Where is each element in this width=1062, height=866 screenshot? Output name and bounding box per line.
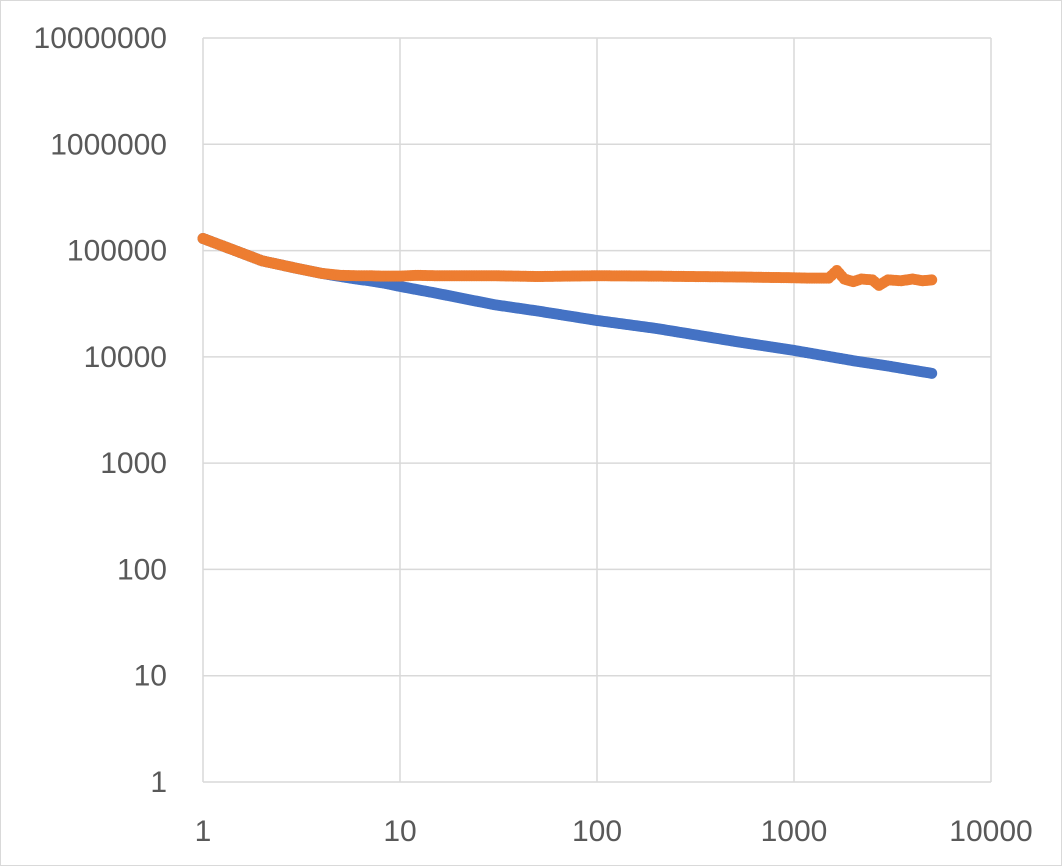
data-point	[823, 272, 835, 284]
data-point	[788, 344, 800, 356]
data-point	[907, 273, 919, 285]
data-point	[895, 275, 907, 287]
data-point	[488, 270, 500, 282]
data-point	[532, 305, 544, 317]
y-tick-label: 10000000	[34, 22, 167, 55]
y-tick-label: 1000000	[50, 128, 167, 161]
y-tick-label: 100	[117, 553, 167, 586]
data-point	[873, 279, 885, 291]
data-point	[197, 232, 209, 244]
series-layer	[197, 232, 938, 379]
data-point	[363, 270, 375, 282]
data-point	[591, 314, 603, 326]
data-point	[256, 255, 268, 267]
data-point	[729, 271, 741, 283]
data-point	[788, 272, 800, 284]
data-point	[291, 262, 303, 274]
data-point	[882, 360, 894, 372]
data-point	[838, 273, 850, 285]
data-point	[591, 270, 603, 282]
series-2	[197, 232, 938, 291]
data-point	[453, 292, 465, 304]
data-point	[532, 271, 544, 283]
data-point	[429, 270, 441, 282]
data-point	[882, 274, 894, 286]
y-tick-label: 1000	[100, 447, 167, 480]
data-point	[847, 355, 859, 367]
data-point	[429, 287, 441, 299]
data-point	[410, 269, 422, 281]
data-point	[488, 299, 500, 311]
data-point	[650, 270, 662, 282]
data-point	[385, 278, 397, 290]
data-point	[650, 322, 662, 334]
x-tick-label: 10000	[949, 815, 1032, 848]
x-tick-label: 10	[383, 815, 416, 848]
data-point	[926, 274, 938, 286]
data-point	[917, 275, 929, 287]
x-tick-label: 1000	[761, 815, 828, 848]
x-tick-label: 100	[572, 815, 622, 848]
data-point	[350, 270, 362, 282]
data-point	[316, 267, 328, 279]
data-point	[907, 364, 919, 376]
x-axis: 1 10 100 1000 10000	[195, 815, 1033, 848]
data-point	[335, 269, 347, 281]
y-tick-label: 1	[150, 766, 167, 799]
y-axis: 1 10 100 1000 10000 100000 1000000 10000000	[34, 22, 167, 799]
data-point	[855, 273, 867, 285]
data-point	[804, 272, 816, 284]
y-tick-label: 10	[134, 660, 167, 693]
data-point	[926, 367, 938, 379]
data-point	[394, 280, 406, 292]
data-point	[757, 271, 769, 283]
data-point	[394, 270, 406, 282]
data-point	[729, 335, 741, 347]
data-point	[375, 270, 387, 282]
data-point	[831, 264, 843, 276]
y-tick-label: 10000	[84, 341, 167, 374]
y-tick-label: 100000	[67, 235, 167, 268]
data-point	[453, 270, 465, 282]
data-point	[385, 270, 397, 282]
data-point	[685, 271, 697, 283]
x-tick-label: 1	[195, 815, 212, 848]
grid	[202, 37, 992, 783]
